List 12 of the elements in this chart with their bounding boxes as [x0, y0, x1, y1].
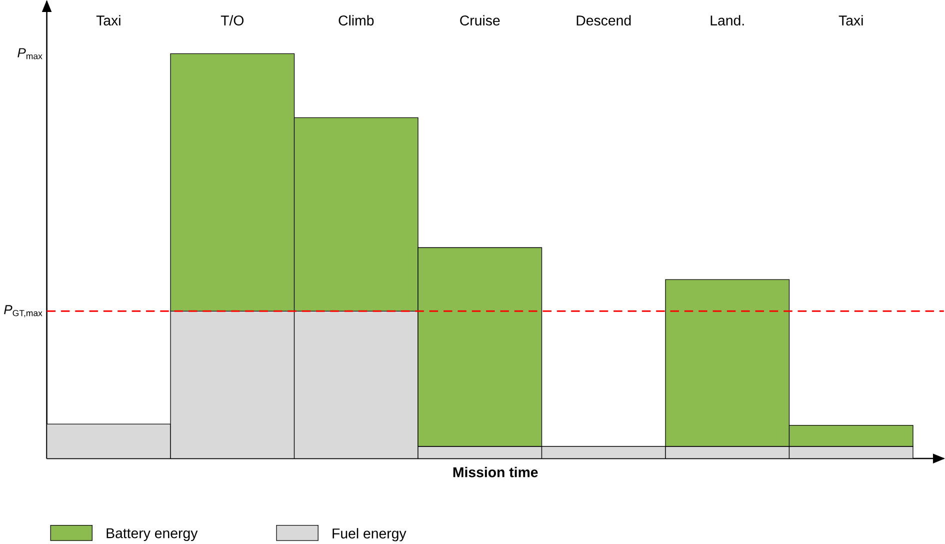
- legend-label: Battery energy: [106, 528, 198, 541]
- x-tick-label: Cruise: [460, 14, 500, 26]
- x-tick-label: Taxi: [838, 14, 863, 26]
- x-tick-label: Climb: [338, 14, 374, 26]
- x-tick-label: T/O: [220, 14, 244, 26]
- text: P$_{max}$: [18, 48, 42, 60]
- legend-label: Fuel energy: [332, 528, 406, 542]
- x-tick-label: Descend: [576, 14, 631, 26]
- ref-line-label: P$_{GT,max}$: [4, 304, 42, 318]
- x-tick-label: Land.: [710, 14, 744, 26]
- x-axis-title: Mission time: [453, 466, 538, 478]
- x-tick-label: Taxi: [96, 14, 120, 26]
